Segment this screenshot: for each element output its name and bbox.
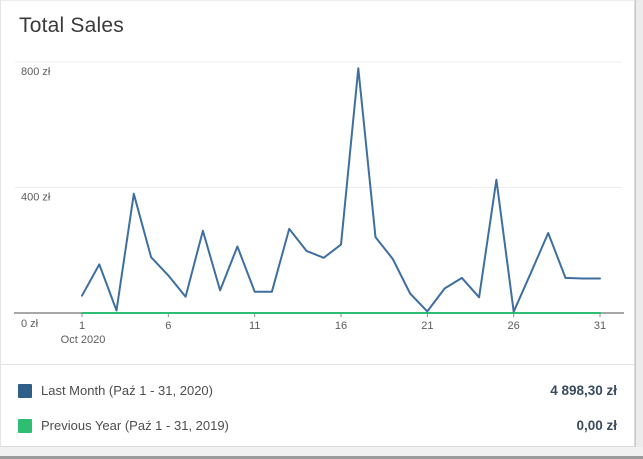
legend-item-last-month[interactable]: Last Month (Paź 1 - 31, 2020) 4 898,30 z… <box>1 373 634 408</box>
previous-year-color-swatch <box>18 418 32 433</box>
window-right-gutter <box>635 0 643 459</box>
x-axis-month-label: Oct 2020 <box>61 334 106 346</box>
sales-chart[interactable]: 0 zł 400 zł 800 zł 1 6 11 16 21 26 31 Oct 2020 <box>1 1 634 351</box>
y-axis-label-400: 400 zł <box>21 192 51 204</box>
x-axis-label-31: 31 <box>594 320 606 332</box>
chart-line-last-month <box>81 67 601 313</box>
x-axis-label-16: 16 <box>335 320 347 332</box>
x-axis-label-6: 6 <box>165 320 171 332</box>
x-axis-label-1: 1 <box>79 320 85 332</box>
card-title: Total Sales <box>19 14 124 37</box>
total-sales-card: Total Sales 0 zł 400 zł 800 zł 1 6 11 16 21 26 31… <box>0 0 635 447</box>
last-month-color-swatch <box>18 383 32 398</box>
x-axis-label-26: 26 <box>508 320 520 332</box>
y-axis-label-0: 0 zł <box>21 318 39 330</box>
window-bottom-edge <box>0 456 643 459</box>
previous-year-total: 0,00 zł <box>576 418 617 433</box>
y-axis-label-800: 800 zł <box>21 66 51 78</box>
chart-legend: Last Month (Paź 1 - 31, 2020) 4 898,30 z… <box>1 364 634 443</box>
last-month-label: Last Month (Paź 1 - 31, 2020) <box>41 383 213 398</box>
x-axis-label-11: 11 <box>249 320 260 332</box>
window-bottom-gutter <box>0 447 643 456</box>
previous-year-label: Previous Year (Paź 1 - 31, 2019) <box>41 418 229 433</box>
x-axis-label-21: 21 <box>421 320 433 332</box>
last-month-total: 4 898,30 zł <box>550 383 617 398</box>
legend-item-previous-year[interactable]: Previous Year (Paź 1 - 31, 2019) 0,00 zł <box>1 408 634 443</box>
